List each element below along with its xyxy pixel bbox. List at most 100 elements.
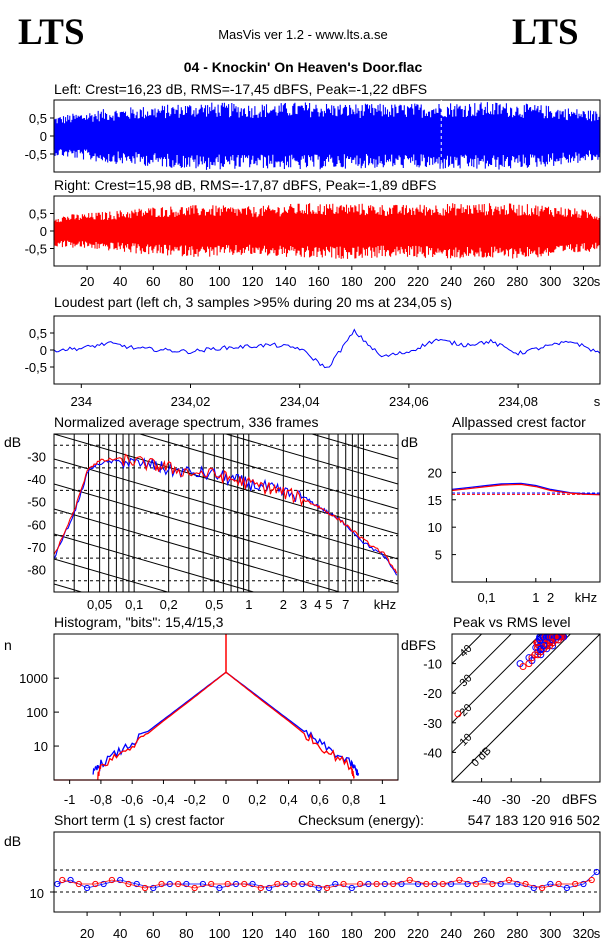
loudest-part-xtick-label: 234 <box>70 394 92 409</box>
short-crest-point-1 <box>158 880 165 888</box>
spectrum-ytick-label: -70 <box>27 540 46 555</box>
peak-rms-xtick-label: -40 <box>472 792 491 807</box>
loudest-part-xunit: s <box>594 394 601 409</box>
spectrum-xtick-label: 3 <box>300 597 307 612</box>
loudest-part-ytick-label: 0 <box>40 343 47 358</box>
short-crest-point-0 <box>199 880 207 888</box>
short-crest-xtick-label: 220 <box>407 926 429 941</box>
histogram-xtick-label: 0,8 <box>342 792 360 807</box>
short-crest-point-0 <box>563 884 571 892</box>
waveform-right-xtick-label: 40 <box>113 274 127 289</box>
loudest-part-xtick-label: 234,06 <box>389 394 429 409</box>
spectrum-xtick-label: 7 <box>342 597 349 612</box>
short-crest-point-0 <box>398 880 405 888</box>
short-crest-point-0 <box>117 876 124 884</box>
short-crest-point-0 <box>348 884 355 892</box>
short-crest-point-1 <box>456 876 463 884</box>
spectrum-xtick-label: 2 <box>280 597 287 612</box>
waveform-left-ytick-label: -0,5 <box>25 147 47 162</box>
spectrum-xtick-label: 0,5 <box>205 597 223 612</box>
loudest-part-line <box>53 328 601 369</box>
spectrum-slope-line <box>224 434 398 485</box>
crest-ylabel: dB <box>401 434 418 450</box>
short-crest-xunit: s <box>594 926 601 941</box>
short-crest-xtick-label: 60 <box>146 926 160 941</box>
short-crest-point-0 <box>67 876 74 884</box>
peak-rms-point-1 <box>519 663 527 671</box>
spectrum-slope-line <box>54 508 342 592</box>
waveform-right-xtick-label: 80 <box>179 274 193 289</box>
peak-rms-crest-line <box>452 634 600 782</box>
loudest-part-ytick-label: -0,5 <box>25 360 47 375</box>
peak-rms-point-cluster <box>537 646 545 654</box>
histogram-xtick-label: -0,8 <box>90 792 112 807</box>
short-crest-point-0 <box>83 884 91 892</box>
waveform-right-xtick-label: 60 <box>146 274 160 289</box>
peak-rms-title: Peak vs RMS level <box>453 614 570 630</box>
peak-rms-point-cluster <box>541 642 549 650</box>
peak-rms-point-cluster <box>558 634 566 641</box>
short-crest-point-1 <box>572 880 579 888</box>
histogram-ytick-label: 10 <box>34 739 48 754</box>
waveform-left-ytick-label: 0 <box>40 129 47 144</box>
checksum-label: Checksum (energy): <box>298 812 424 828</box>
peak-rms-crest-line <box>452 634 483 665</box>
loudest-part-ytick-label: 0,5 <box>29 326 47 341</box>
short-crest-xtick-label: 280 <box>506 926 528 941</box>
short-crest-point-0 <box>481 876 488 884</box>
peak-rms-ytick-label: -30 <box>423 716 442 731</box>
short-crest-point-1 <box>92 880 99 888</box>
loudest-part-title: Loudest part (left ch, 3 samples >95% du… <box>54 294 452 310</box>
spectrum-xtick-label: 5 <box>325 597 332 612</box>
histogram-ylabel: n <box>4 637 12 653</box>
short-crest-point-1 <box>356 880 364 888</box>
short-crest-line-1 <box>62 879 592 889</box>
short-crest-point-0 <box>414 880 422 888</box>
short-crest-point-1 <box>307 880 314 888</box>
short-crest-ytick-label: 10 <box>30 886 44 901</box>
waveform-right-xunit: s <box>594 274 601 289</box>
histogram-xtick-label: 0 <box>222 792 229 807</box>
peak-rms-xlabel: dBFS <box>562 791 597 807</box>
crest-xtick-label: 1 <box>532 590 539 605</box>
histogram-xtick-label: -0,4 <box>152 792 174 807</box>
peak-rms-point-1 <box>525 660 533 668</box>
short-crest-point-1 <box>191 884 198 892</box>
spectrum-slope-line <box>310 434 398 460</box>
short-crest-xtick-label: 20 <box>80 926 94 941</box>
short-crest-xtick-label: 80 <box>179 926 193 941</box>
short-crest-point-1 <box>75 880 82 888</box>
peak-rms-ytick-label: -40 <box>423 745 442 760</box>
waveform-right-ytick-label: 0 <box>40 224 47 239</box>
short-crest-point-0 <box>265 884 273 892</box>
short-crest-point-0 <box>580 880 587 888</box>
short-crest-xtick-label: 40 <box>113 926 127 941</box>
short-crest-point-1 <box>274 880 281 888</box>
waveform-right-signal <box>53 203 601 259</box>
peak-rms-point-1 <box>531 651 539 659</box>
checksum-value: 547 183 120 916 502 <box>468 812 601 828</box>
short-crest-point-1 <box>340 880 347 888</box>
waveform-right-xtick-label: 20 <box>80 274 94 289</box>
peak-rms-crest-label: 0 dB <box>469 745 493 769</box>
short-crest-point-0 <box>150 884 157 892</box>
loudest-part-frame <box>53 315 601 385</box>
histogram-xtick-label: 1 <box>379 792 386 807</box>
crest-frame <box>451 433 601 583</box>
waveform-right-xtick-label: 100 <box>209 274 231 289</box>
short-crest-point-1 <box>489 880 496 888</box>
short-crest-point-1 <box>224 880 231 888</box>
short-crest-point-1 <box>241 880 248 888</box>
right-channel-title: Right: Crest=15,98 dB, RMS=-17,87 dBFS, … <box>54 177 436 193</box>
histogram-xtick-label: 0,6 <box>311 792 329 807</box>
histogram-ytick-label: 100 <box>26 705 48 720</box>
waveform-right-xtick-label: 220 <box>407 274 429 289</box>
short-crest-xtick-label: 200 <box>374 926 396 941</box>
histogram-ytick-label: 1000 <box>19 671 48 686</box>
short-crest-point-1 <box>505 876 513 884</box>
waveform-right-xtick-label: 240 <box>440 274 462 289</box>
peak-rms-crest-label: 10 <box>457 731 474 748</box>
logo-left: LTS <box>18 12 85 53</box>
crest-series-1 <box>451 483 601 496</box>
